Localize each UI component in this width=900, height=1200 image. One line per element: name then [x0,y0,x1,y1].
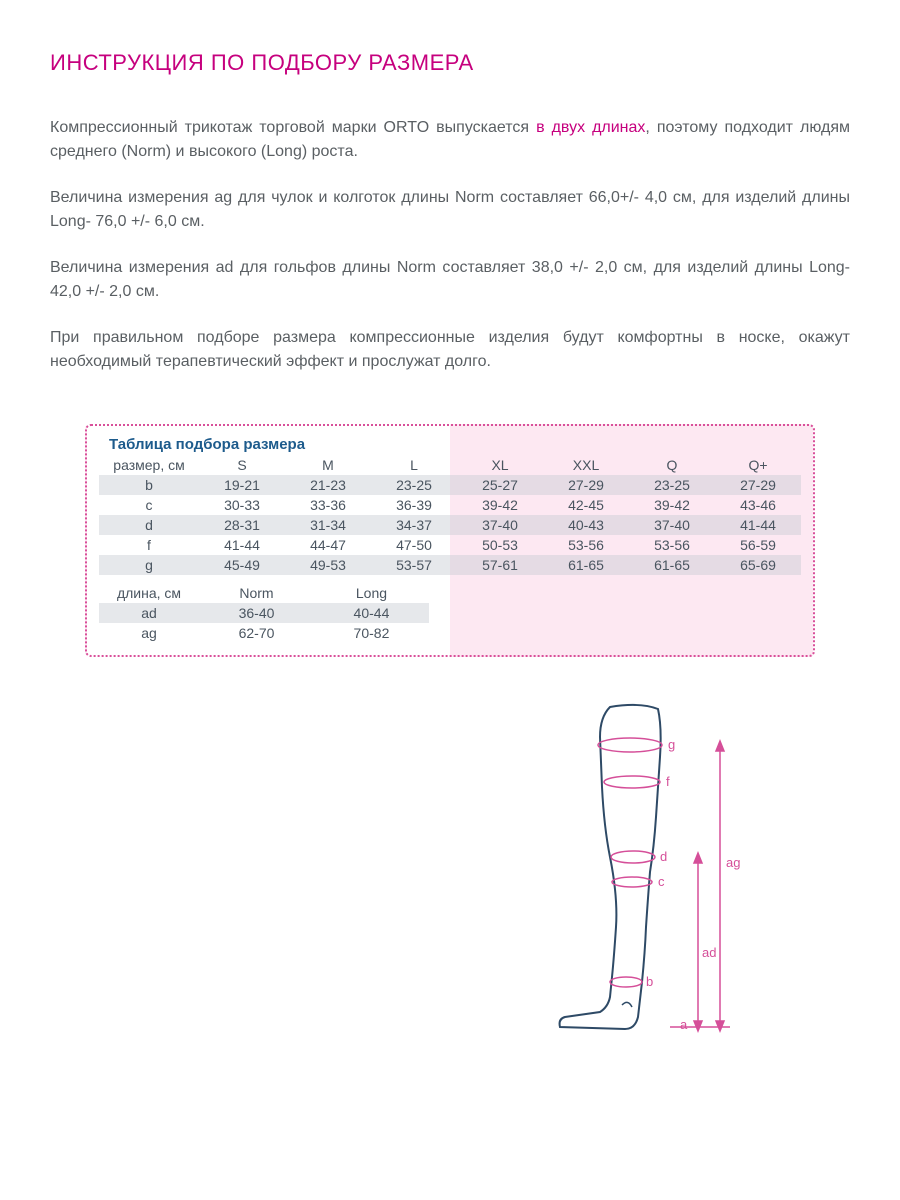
paragraph-3: Величина измерения ad для гольфов длины … [50,256,850,304]
table-row: ag 62-70 70-82 [99,623,429,643]
diagram-label-a: a [680,1017,688,1032]
table-row: c 30-3333-3636-3939-4242-4539-4243-46 [99,495,801,515]
length-table-header: длина, см Norm Long [99,583,429,603]
size-table: размер, см S M L XL XXL Q Q+ b 19-2121-2… [99,455,801,575]
paragraph-2: Величина измерения ag для чулок и колгот… [50,186,850,234]
paragraph-4: При правильном подборе размера компресси… [50,326,850,374]
diagram-height-ag: ag [726,855,740,870]
length-table: длина, см Norm Long ad 36-40 40-44 ag 62… [99,583,429,643]
diagram-height-ad: ad [702,945,716,960]
table-row: d 28-3131-3434-3737-4040-4337-4041-44 [99,515,801,535]
paragraph-1: Компрессионный трикотаж торговой марки O… [50,116,850,164]
page-title: ИНСТРУКЦИЯ ПО ПОДБОРУ РАЗМЕРА [50,50,850,76]
diagram-label-f: f [666,774,670,789]
p1-a: Компрессионный трикотаж торговой марки O… [50,119,536,136]
table-title: Таблица подбора размера [109,436,801,453]
size-table-header: размер, см S M L XL XXL Q Q+ [99,455,801,475]
p1-highlight: в двух длинах [536,119,645,136]
size-table-box: Таблица подбора размера размер, см S M L… [85,424,815,657]
diagram-label-b: b [646,974,653,989]
leg-diagram: g f d c b a ag ad [50,697,850,1042]
table-row: b 19-2121-2323-2525-2727-2923-2527-29 [99,475,801,495]
table-row: ad 36-40 40-44 [99,603,429,623]
diagram-label-g: g [668,737,675,752]
diagram-label-d: d [660,849,667,864]
table-row: g 45-4949-5353-5757-6161-6561-6565-69 [99,555,801,575]
table-row: f 41-4444-4747-5050-5353-5653-5656-59 [99,535,801,555]
diagram-label-c: c [658,874,665,889]
